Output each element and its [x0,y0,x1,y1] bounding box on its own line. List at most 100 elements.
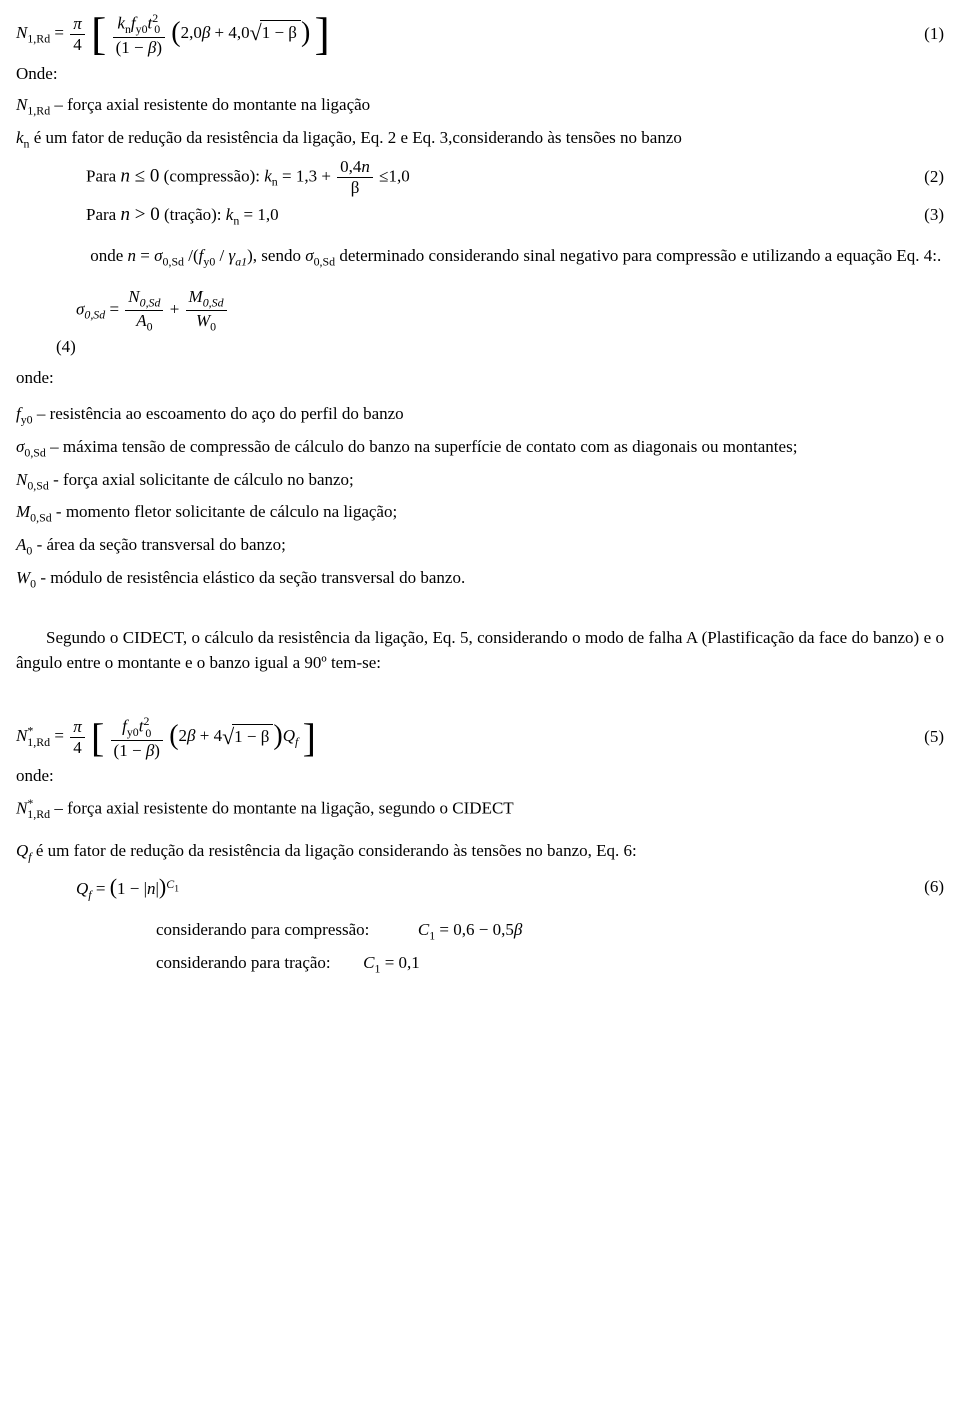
eq5-sqrt: 1 − β [234,724,273,750]
equation-6: Qf = (1 − |n|)C1 (6) [16,871,944,904]
where-n-post: determinado considerando sinal negativo … [335,246,941,265]
def-Nstar-N: N [16,798,27,817]
def-W0-text: módulo de resistência elástico da seção … [50,568,465,587]
def-sigma: σ0,Sd – máxima tensão de compressão de c… [16,435,944,462]
eq2-frac-num: 0,4n [337,158,373,178]
eq3-tracao: (tração): [164,205,226,224]
eq1-beta1: β [202,23,210,42]
eq1-f-sub: y0 [136,22,148,36]
eq1-expression: N1,Rd = π 4 [ knfy0t20 (1 − β) (2,0β + 4… [16,12,912,56]
eq3-para: Para [86,205,120,224]
eq2-frac: 0,4n β [337,158,373,197]
eq1-sqrt-inner: 1 − β [260,20,301,46]
eq5-Q-sub: f [295,735,298,749]
eq4-f1-den: A0 [125,311,163,333]
eq5-f-sub: y0 [127,726,139,740]
c1-comp-val: 0,6 − 0,5 [453,920,514,939]
c1-comp-beta: β [514,920,522,939]
eq5-4: 4 [214,727,223,746]
eq4-plus: + [170,300,184,319]
eq4-f1-num: N0,Sd [125,288,163,311]
eq5-frac-num: fy0t20 [111,715,163,741]
eq2-eq: = [278,167,296,186]
def-sig-sub: 0,Sd [24,445,45,459]
eq3-eq: = [239,205,257,224]
cidect-paragraph: Segundo o CIDECT, o cálculo da resistênc… [16,626,944,675]
def-M0-dash: - [52,502,66,521]
def-N0-sub: 0,Sd [27,478,48,492]
def-M0-sym: M [16,502,30,521]
eq5-lbracket: [ [91,722,104,754]
qf-Q: Q [16,841,28,860]
def-sig-text: máxima tensão de compressão de cálculo d… [63,437,798,456]
def-fy0: fy0 – resistência ao escoamento do aço d… [16,402,944,429]
eq2-n: n [120,166,130,187]
eq1-number: (1) [912,22,944,47]
eq4-number: (4) [16,335,944,360]
eq2-number: (2) [912,165,944,190]
eq5-den-minus: − [132,741,142,760]
eq3-zero: 0 [150,204,160,225]
def-kn-text: é um fator de redução da resistência da … [30,128,682,147]
eq2-frac-den: β [337,178,373,197]
eq6-eq: = [92,879,110,898]
eq4-f2-num: M0,Sd [186,288,227,311]
eq1-4p0: 4,0 [228,23,249,42]
eq1-den-one: 1 [121,38,130,57]
eq4-eq: = [105,300,123,319]
equation-5: N*1,Rd = π 4 [ fy0t20 (1 − β) (2β + 4√1 … [16,715,944,759]
c1-trac-eq: = [380,953,398,972]
eq4-frac2: M0,Sd W0 [186,288,227,333]
def-fy0-text: resistência ao escoamento do aço do perf… [50,404,404,423]
def-kn: kn é um fator de redução da resistência … [16,126,944,153]
onde-3: onde: [16,764,944,789]
eq5-lparen: ( [169,725,178,747]
eq5-sqrt-inner: 1 − β [232,724,273,750]
def-N1-sym: N [16,95,27,114]
eq1-main-frac: knfy0t20 (1 − β) [113,12,165,56]
eq1-equals: = [54,23,68,42]
onde-1: Onde: [16,62,944,87]
c1-comp-eq: = [435,920,453,939]
qf-text: é um fator de redução da resistência da … [32,841,637,860]
eq5-den-one: 1 [119,741,128,760]
def-kn-sym: k [16,128,24,147]
def-A0-dash: - [32,535,46,554]
eq1-2p0: 2,0 [181,23,202,42]
eq5-rparen: ) [273,725,282,747]
eq4-W-sub: 0 [210,320,216,334]
eq1-rbracket: ] [315,16,330,53]
eq3-number: (3) [912,203,944,228]
where-n-pre: onde [90,246,127,265]
eq3-n: n [120,204,130,225]
eq3-val: 1,0 [257,205,278,224]
eq5-expression: N*1,Rd = π 4 [ fy0t20 (1 − β) (2β + 4√1 … [16,715,912,759]
eq5-plus: + [200,727,210,746]
eq4-A-sub: 0 [147,320,153,334]
c1-compression: considerando para compressão: C1 = 0,6 −… [16,918,944,945]
def-N1-dash: – [50,95,67,114]
eq5-Q: Q [283,727,295,746]
eq1-pi-over-4: π 4 [70,15,85,54]
eq1-frac-num: knfy0t20 [113,12,165,38]
def-N0-sym: N [16,470,27,489]
equation-3: Para n > 0 (tração): kn = 1,0 (3) [16,201,944,230]
where-n-block: onde n = σ0,Sd /(fy0 / γa1), sendo σ0,Sd… [16,244,944,271]
eq5-pi: π [70,718,85,738]
eq6-number: (6) [912,875,944,900]
equation-2: Para n ≤ 0 (compressão): kn = 1,3 + 0,4n… [16,158,944,197]
eq6-exp-C: C [166,877,174,891]
def-A0-sym: A [16,535,26,554]
def-N0Sd: N0,Sd - força axial solicitante de cálcu… [16,468,944,495]
def-Nstar-text: força axial resistente do montante na li… [67,798,514,817]
where-n-gamma-sub: a1 [235,254,247,268]
def-W0-dash: - [36,568,50,587]
def-Nstar: N*1,Rd – força axial resistente do monta… [16,795,944,823]
eq1-N-sub: 1,Rd [27,32,50,46]
eq1-k: k [117,14,125,33]
eq4-N: N [128,287,139,306]
where-n-eq: = [136,246,154,265]
eq5-equals: = [54,727,68,746]
eq6-expression: Qf = (1 − |n|)C1 [16,871,912,904]
eq1-t-sub: 0 [154,22,160,36]
